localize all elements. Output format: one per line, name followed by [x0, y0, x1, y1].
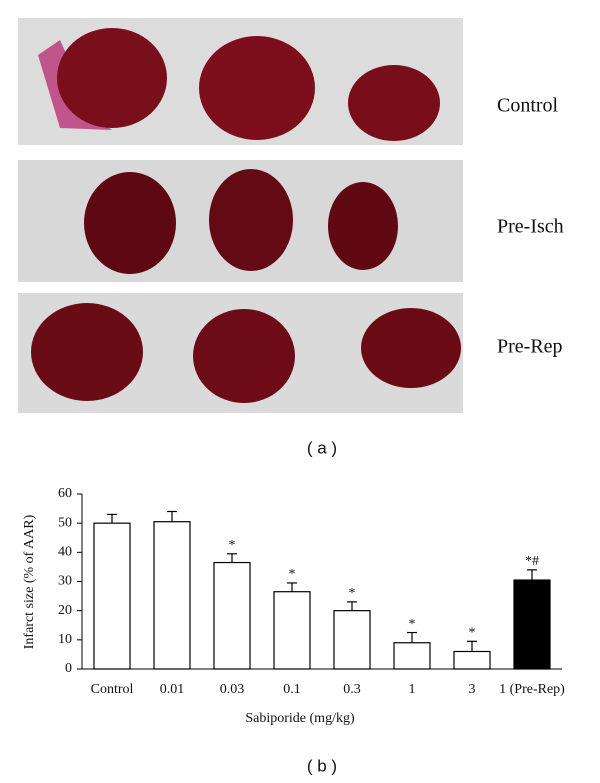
- bar: [153, 521, 191, 670]
- significance-mark: *: [469, 626, 476, 641]
- y-tick-label: 40: [58, 545, 72, 560]
- row-label: Pre-Rep: [497, 336, 563, 358]
- heart-slice: [31, 303, 143, 401]
- x-tick-label: 1 (Pre-Rep): [499, 682, 565, 697]
- significance-mark: *#: [525, 554, 539, 569]
- x-tick-label: Control: [91, 682, 134, 697]
- y-tick-label: 60: [58, 486, 72, 501]
- bar: [453, 650, 491, 670]
- heart-slice: [57, 28, 167, 128]
- row-label: Control: [497, 95, 559, 117]
- x-axis-label: Sabiporide (mg/kg): [245, 711, 355, 726]
- y-tick-label: 0: [65, 661, 72, 676]
- heart-slice: [361, 308, 461, 388]
- y-tick-label: 30: [58, 574, 72, 589]
- heart-slice: [209, 169, 293, 271]
- panel-label: ( a ): [307, 438, 337, 457]
- bar: [213, 561, 251, 670]
- bar: [273, 591, 311, 670]
- panel-label: ( b ): [307, 756, 337, 775]
- heart-slice: [348, 65, 440, 141]
- bar: [93, 522, 131, 670]
- significance-mark: *: [229, 538, 236, 553]
- y-tick-label: 20: [58, 603, 72, 618]
- x-tick-label: 0.01: [160, 682, 185, 697]
- bar: [393, 642, 431, 670]
- x-tick-label: 0.03: [220, 682, 245, 697]
- y-tick-label: 10: [58, 632, 72, 647]
- x-tick-label: 3: [469, 682, 476, 697]
- significance-mark: *: [349, 586, 356, 601]
- photo-panel: [18, 18, 463, 413]
- significance-mark: *: [409, 617, 416, 632]
- heart-slice: [199, 36, 315, 140]
- bar: [513, 579, 551, 670]
- heart-slice: [328, 182, 398, 270]
- bar: [333, 610, 371, 670]
- x-tick-label: 1: [409, 682, 416, 697]
- heart-slice: [84, 172, 176, 274]
- significance-mark: *: [289, 567, 296, 582]
- x-tick-label: 0.3: [343, 682, 361, 697]
- row-label: Pre-Isch: [497, 216, 564, 238]
- y-axis-label: Infarct size (% of AAR): [22, 514, 37, 649]
- y-tick-label: 50: [58, 515, 72, 530]
- x-tick-label: 0.1: [283, 682, 301, 697]
- heart-slice: [193, 309, 295, 403]
